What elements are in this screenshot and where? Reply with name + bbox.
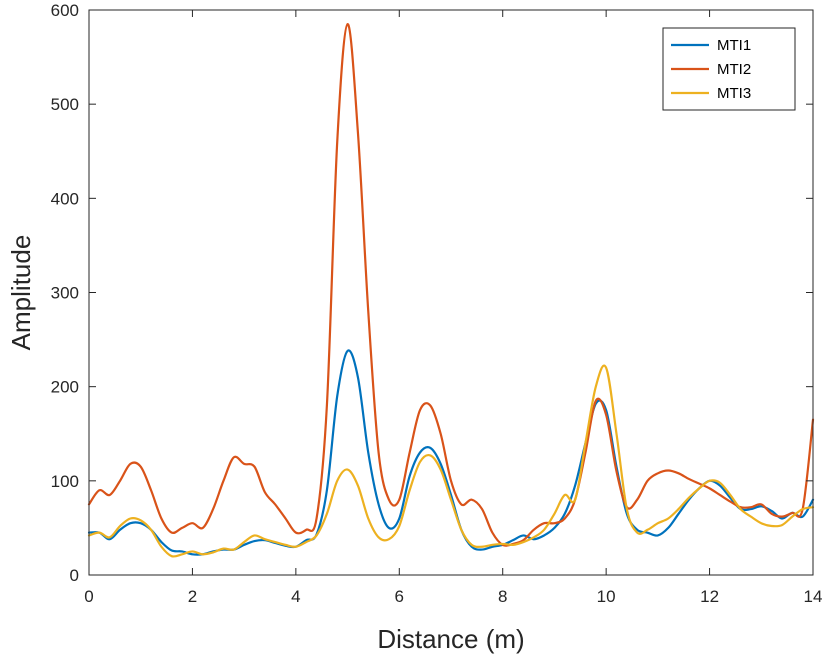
y-tick-label: 100 [51,472,79,491]
series-line-mti2 [87,23,815,547]
x-tick-label: 0 [84,587,93,606]
x-tick-label: 12 [700,587,719,606]
series-layer [87,23,815,558]
x-tick-label: 10 [597,587,616,606]
legend-label: MTI2 [717,61,751,78]
y-tick-label: 0 [70,566,79,585]
x-tick-label: 8 [498,587,507,606]
y-tick-label: 300 [51,284,79,303]
x-tick-label: 14 [804,587,823,606]
axes-layer: 0 2 4 6 8 10 12 14 0 100 200 300 400 500 600 [51,1,823,606]
legend-label: MTI3 [717,85,751,102]
y-tick-label: 200 [51,378,79,397]
legend-label: MTI1 [717,37,751,54]
y-tick-label: 400 [51,189,79,208]
legend: MTI1 MTI2 MTI3 [662,27,796,111]
x-tick-label: 2 [188,587,197,606]
x-axis-label: Distance (m) [377,624,524,654]
x-tick-label: 6 [395,587,404,606]
y-axis-label: Amplitude [6,235,36,351]
x-tick-label: 4 [291,587,300,606]
series-line-mti3 [87,364,815,558]
y-tick-label: 500 [51,95,79,114]
y-tick-label: 600 [51,1,79,20]
